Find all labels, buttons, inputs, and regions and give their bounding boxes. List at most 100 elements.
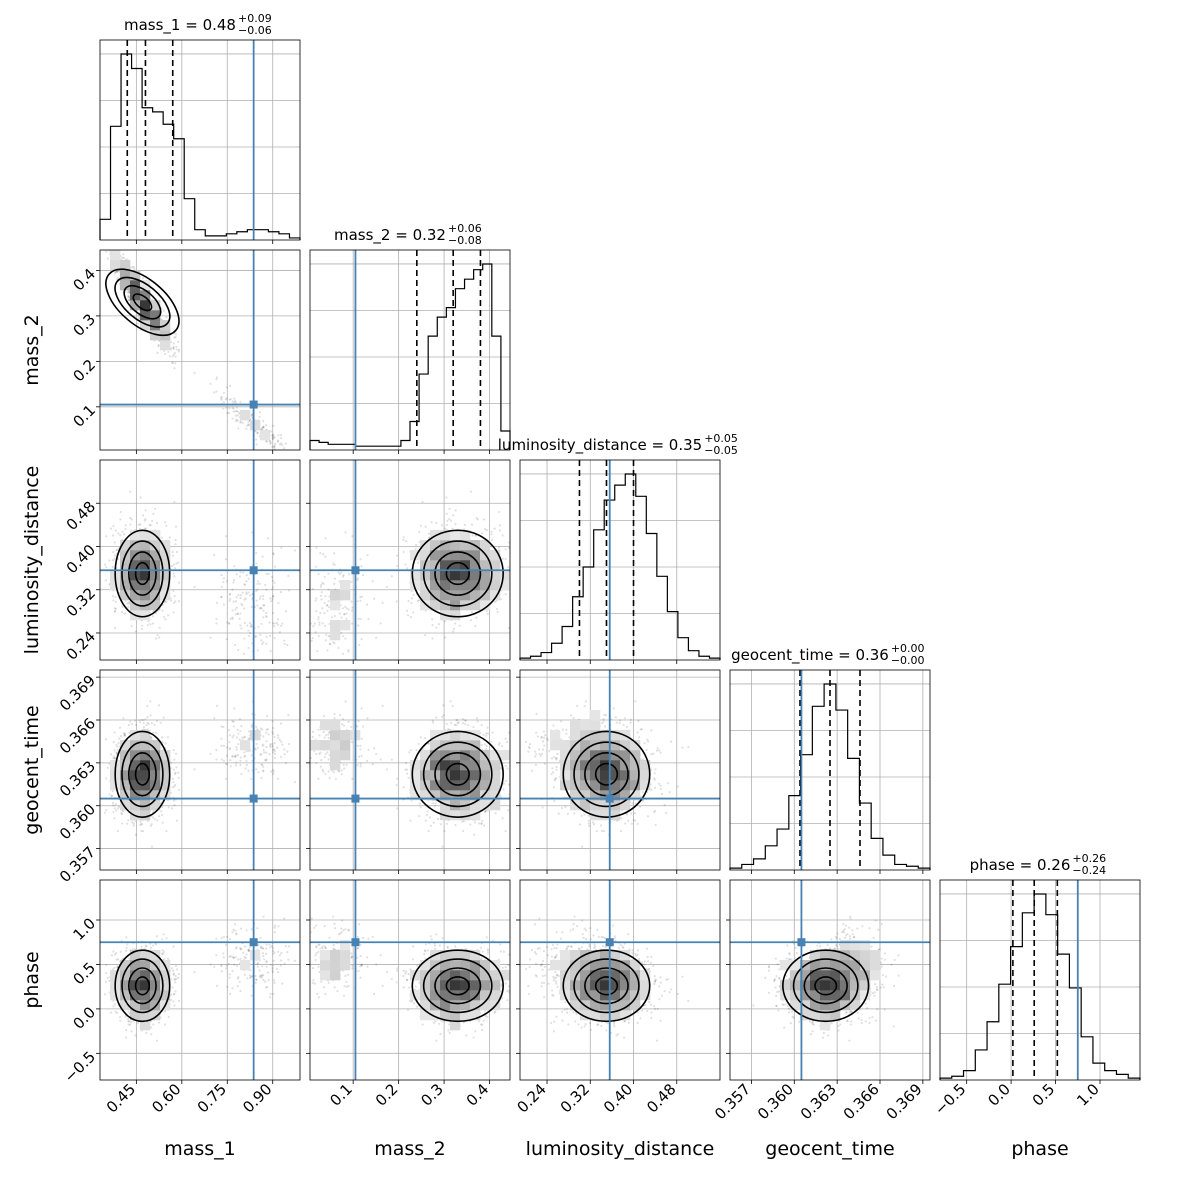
sample-point xyxy=(173,567,177,570)
sample-point xyxy=(235,420,238,423)
sample-point xyxy=(247,646,250,650)
sample-point xyxy=(406,614,410,617)
sample-point xyxy=(279,433,283,437)
sample-point xyxy=(347,648,350,652)
sample-point xyxy=(113,541,116,544)
sample-point xyxy=(241,604,244,607)
sample-point xyxy=(249,594,252,597)
sample-point xyxy=(215,748,218,751)
sample-point xyxy=(260,763,263,766)
sample-point xyxy=(327,588,330,591)
sample-point xyxy=(119,518,122,521)
sample-point xyxy=(243,598,246,601)
sample-point xyxy=(463,523,466,527)
sample-point xyxy=(360,565,363,568)
sample-point xyxy=(236,419,239,422)
sample-point xyxy=(280,740,283,743)
sample-point xyxy=(162,615,166,619)
sample-point xyxy=(271,436,275,439)
sample-point xyxy=(222,577,225,580)
sample-point xyxy=(215,622,218,625)
sample-point xyxy=(127,295,130,299)
sample-point xyxy=(424,633,427,637)
sample-point xyxy=(122,253,125,256)
sample-point xyxy=(273,446,276,449)
sample-point xyxy=(255,725,258,729)
sample-point xyxy=(235,418,238,421)
sample-point xyxy=(231,754,234,758)
sample-point xyxy=(265,572,268,576)
sample-point xyxy=(215,376,219,379)
sample-point xyxy=(113,731,116,734)
sample-point xyxy=(358,643,361,647)
sample-point xyxy=(177,600,180,603)
sample-point xyxy=(116,270,119,273)
sample-point xyxy=(324,555,327,558)
sample-point xyxy=(239,759,242,762)
sample-point xyxy=(176,340,180,343)
sample-point xyxy=(116,269,119,273)
sample-point xyxy=(247,737,250,740)
sample-point xyxy=(131,821,134,824)
sample-point xyxy=(226,412,229,415)
sample-point xyxy=(269,745,272,749)
sample-point xyxy=(341,607,345,610)
sample-point xyxy=(272,772,275,775)
sample-point xyxy=(167,350,170,354)
sample-point xyxy=(259,753,262,756)
sample-point xyxy=(315,610,318,613)
sample-point xyxy=(226,621,229,624)
sample-point xyxy=(269,442,272,445)
sample-point xyxy=(470,610,473,614)
sample-point xyxy=(112,741,115,744)
sample-point xyxy=(138,721,142,724)
sample-point xyxy=(486,612,489,615)
sample-point xyxy=(228,398,231,401)
sample-point xyxy=(239,571,242,574)
sample-point xyxy=(232,407,235,410)
sample-point xyxy=(265,635,268,638)
sample-point xyxy=(344,531,347,534)
sample-point xyxy=(174,543,177,546)
sample-point xyxy=(109,527,113,530)
sample-point xyxy=(262,616,265,619)
sample-point xyxy=(315,565,318,568)
sample-point xyxy=(225,535,228,538)
sample-point xyxy=(440,524,443,527)
sample-point xyxy=(311,587,315,591)
sample-point xyxy=(113,610,116,613)
sample-point xyxy=(229,592,232,595)
sample-point xyxy=(222,401,225,404)
sample-point xyxy=(215,601,219,604)
sample-point xyxy=(337,646,340,650)
sample-point xyxy=(278,443,281,446)
sample-point xyxy=(293,549,297,552)
sample-point xyxy=(475,516,478,520)
sample-point xyxy=(173,595,176,598)
sample-point xyxy=(504,557,507,560)
sample-point xyxy=(474,534,477,537)
sample-point xyxy=(269,743,272,746)
sample-point xyxy=(234,608,237,611)
sample-point xyxy=(272,585,275,588)
sample-point xyxy=(507,626,510,629)
sample-point xyxy=(222,391,226,395)
sample-point xyxy=(123,734,126,737)
sample-point xyxy=(412,611,415,614)
sample-point xyxy=(322,582,325,585)
sample-point xyxy=(444,527,447,530)
sample-point xyxy=(237,594,240,597)
sample-point xyxy=(276,623,280,626)
sample-point xyxy=(248,730,251,733)
sample-point xyxy=(319,585,323,588)
sample-point xyxy=(174,525,178,528)
sample-point xyxy=(270,743,274,746)
sample-point xyxy=(248,634,251,638)
sample-point xyxy=(248,622,252,625)
sample-point xyxy=(169,791,173,794)
sample-point xyxy=(283,748,286,751)
sample-point xyxy=(469,490,472,493)
sample-point xyxy=(112,550,115,554)
sample-point xyxy=(414,543,418,546)
